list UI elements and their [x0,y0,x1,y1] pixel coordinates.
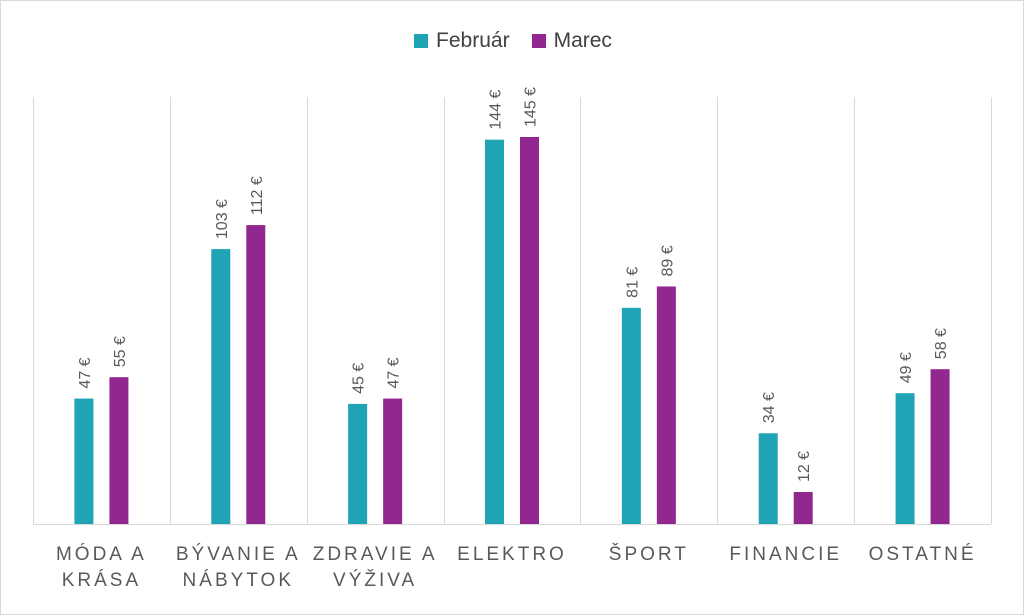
data-label: 112 € [249,176,266,215]
category-label: KRÁSA [62,570,141,591]
data-label: 49 € [898,352,915,383]
bar-marec [930,369,950,524]
bar-februar [895,393,915,524]
bar-februar [758,433,778,524]
category-label: BÝVANIE A [176,544,301,565]
legend-label-februar: Február [436,29,510,52]
data-label: 144 € [488,90,505,130]
data-label: 55 € [112,336,129,367]
bar-februar [348,403,368,524]
chart-legend: Február Marec [1,29,1024,53]
bar-marec [656,286,676,524]
data-label: 103 € [214,199,231,239]
category-label: ZDRAVIE A [313,544,438,565]
bar-februar [211,249,231,524]
bar-februar [621,307,641,524]
legend-swatch-marec [531,34,546,48]
data-label: 145 € [523,87,540,127]
category-label: OSTATNÉ [869,544,977,565]
data-label: 81 € [624,267,641,298]
legend-label-marec: Marec [553,29,612,52]
data-label: 89 € [659,245,676,276]
legend-item-februar: Február [414,29,510,53]
category-label: NÁBYTOK [183,570,294,591]
data-label: 47 € [77,357,94,388]
data-label: 12 € [796,451,813,482]
bar-marec [246,225,266,524]
data-label: 34 € [761,392,778,423]
category-label: ELEKTRO [457,544,567,565]
category-label: ŠPORT [609,543,689,565]
category-label: MÓDA A [56,543,147,565]
bar-marec [793,491,813,524]
legend-swatch-februar [414,34,429,48]
bar-februar [74,398,94,524]
category-label: VÝŽIVA [333,569,417,591]
bar-marec [520,137,539,524]
category-label: FINANCIE [729,544,842,565]
data-label: 47 € [386,357,403,388]
data-label: 45 € [351,363,368,394]
bar-marec [109,377,129,524]
bar-februar [485,139,504,525]
legend-item-marec: Marec [531,29,612,53]
data-label: 58 € [933,328,950,359]
bar-marec [383,398,403,524]
